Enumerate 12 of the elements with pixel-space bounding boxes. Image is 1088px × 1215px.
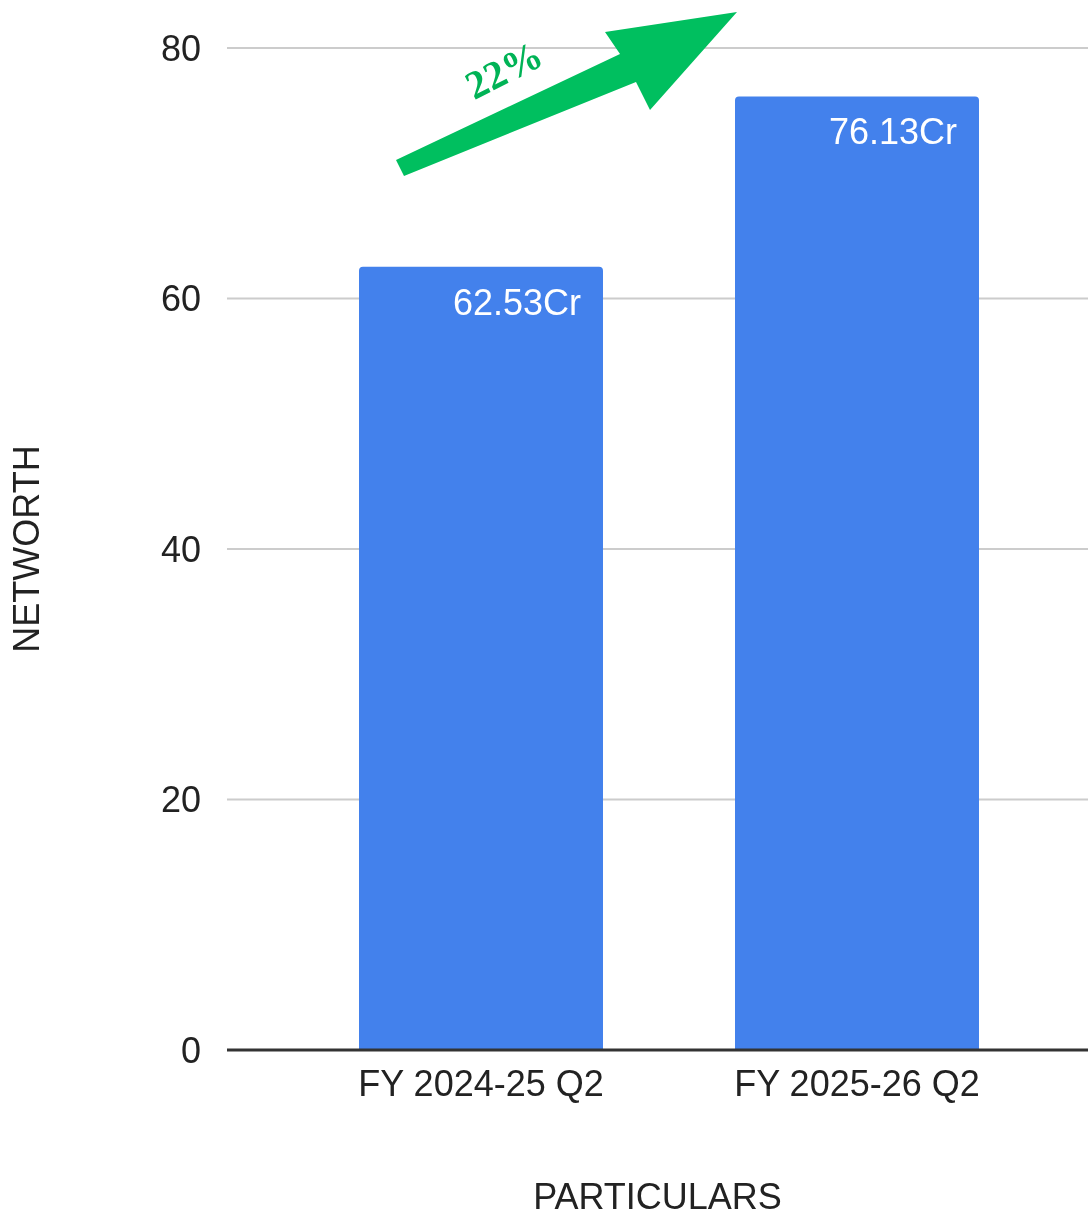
x-axis-title: PARTICULARS <box>533 1176 782 1215</box>
data-label: 62.53Cr <box>452 281 582 323</box>
y-tick-label: 80 <box>160 27 201 69</box>
x-tick-label: FY 2025-26 Q2 <box>734 1062 980 1104</box>
y-tick-label: 40 <box>160 528 201 570</box>
annotation: 22% <box>458 31 550 109</box>
y-tick-label: 20 <box>160 779 201 821</box>
y-tick-label: 0 <box>180 1029 201 1071</box>
data-label: 76.13Cr <box>828 111 958 153</box>
y-tick-label: 60 <box>160 278 201 320</box>
x-tick-label: FY 2024-25 Q2 <box>358 1062 604 1104</box>
y-axis-title: NETWORTH <box>5 445 47 653</box>
